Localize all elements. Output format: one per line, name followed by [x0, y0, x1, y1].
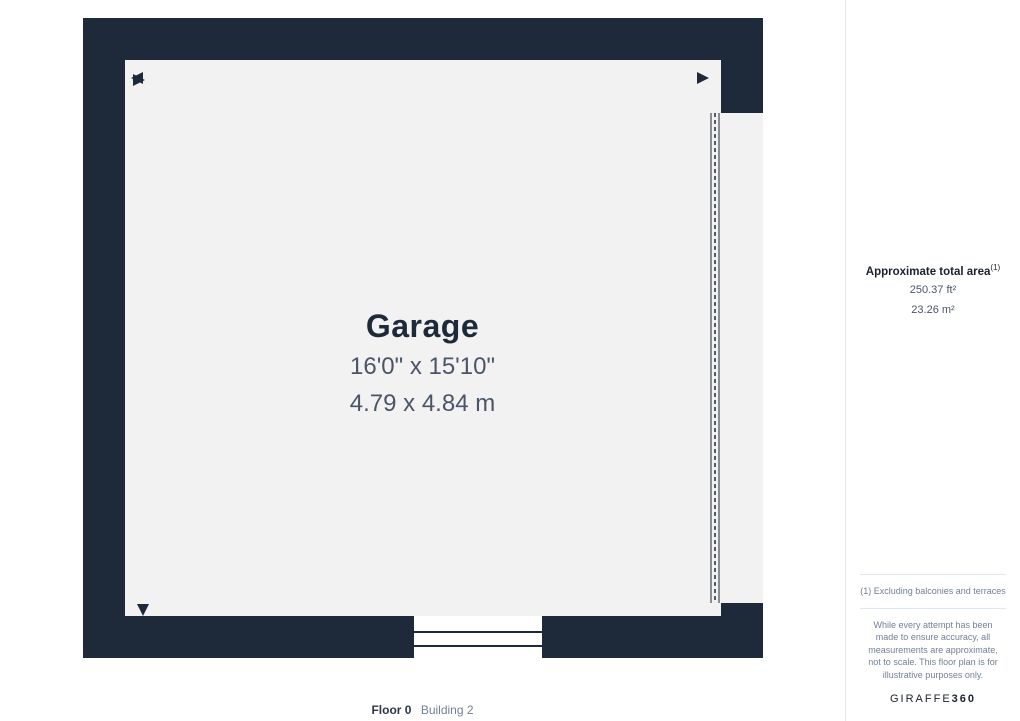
- area-m: 23.26 m²: [860, 302, 1006, 319]
- floor-number: Floor 0: [371, 703, 411, 717]
- room-dim-metric: 4.79 x 4.84 m: [350, 388, 495, 419]
- sidebar: Approximate total area(1) 250.37 ft² 23.…: [845, 0, 1020, 721]
- brand-suffix: 360: [952, 693, 976, 705]
- floorplan-panel: Garage 16'0" x 15'10" 4.79 x 4.84 m Floo…: [0, 0, 845, 721]
- area-title: Approximate total area(1): [860, 263, 1006, 278]
- footnote: (1) Excluding balconies and terraces: [860, 574, 1006, 609]
- area-title-text: Approximate total area: [866, 266, 991, 278]
- area-summary: Approximate total area(1) 250.37 ft² 23.…: [860, 263, 1006, 319]
- room-name: Garage: [350, 308, 495, 345]
- sidebar-footer: (1) Excluding balconies and terraces Whi…: [860, 574, 1006, 707]
- disclaimer: While every attempt has been made to ens…: [860, 619, 1006, 682]
- brand-prefix: GIRAFFE: [890, 693, 952, 705]
- building-number: Building 2: [421, 703, 474, 717]
- floorplan-container: Garage 16'0" x 15'10" 4.79 x 4.84 m: [83, 18, 763, 678]
- floor-label: Floor 0 Building 2: [371, 703, 473, 717]
- area-ft: 250.37 ft²: [860, 282, 1006, 299]
- room-label: Garage 16'0" x 15'10" 4.79 x 4.84 m: [350, 308, 495, 419]
- area-title-sup: (1): [990, 263, 1000, 272]
- room-dim-imperial: 16'0" x 15'10": [350, 351, 495, 382]
- brand-logo: GIRAFFE360: [860, 692, 1006, 707]
